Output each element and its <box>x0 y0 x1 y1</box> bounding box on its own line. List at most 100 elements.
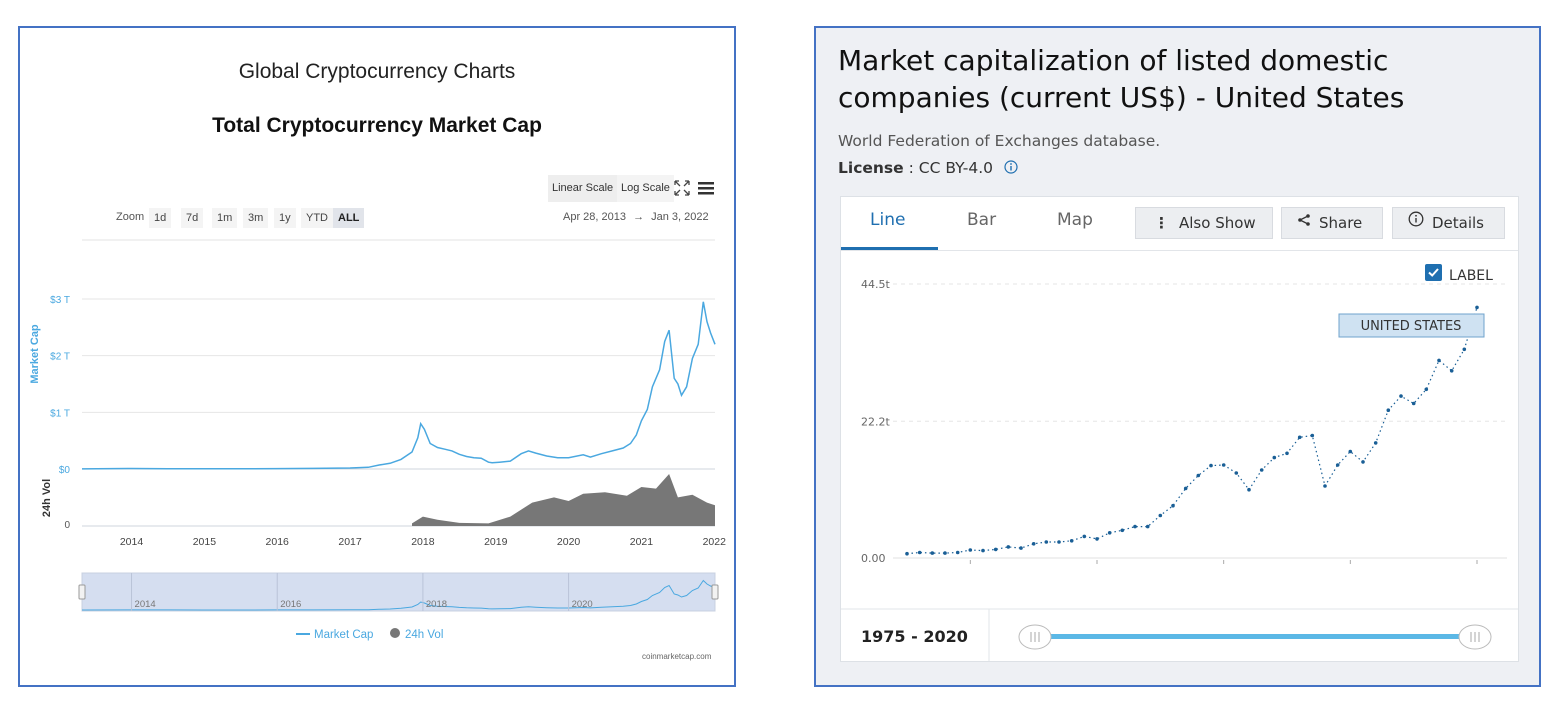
data-point <box>1069 539 1074 543</box>
fullscreen-icon[interactable] <box>672 178 692 198</box>
label-toggle-text: LABEL <box>1449 268 1493 284</box>
data-point <box>1158 513 1163 518</box>
y-tick-label: 0.00 <box>861 552 886 565</box>
market-cap-series <box>81 301 716 470</box>
menu-icon[interactable] <box>696 178 716 198</box>
data-point <box>1057 540 1061 544</box>
details-button[interactable]: Details <box>1392 207 1505 239</box>
data-point <box>1133 524 1137 529</box>
data-point <box>1373 441 1378 445</box>
volume-tick-label: 0 <box>64 520 70 531</box>
worldbank-chart-panel: Market capitalization of listed domestic… <box>814 26 1541 687</box>
y-tick-label: 22.2t <box>861 415 890 428</box>
navigator-right-handle[interactable] <box>711 584 719 600</box>
zoom-1m-button[interactable]: 1m <box>212 208 238 228</box>
log-scale-button[interactable]: Log Scale <box>617 175 674 202</box>
data-point <box>1006 545 1011 549</box>
data-point <box>1044 540 1049 544</box>
chart-title: Global Cryptocurrency Charts <box>238 60 516 83</box>
legend-volume[interactable]: 24h Vol <box>405 629 443 641</box>
y-tick-label: $1 T <box>50 408 70 419</box>
share-icon <box>1297 207 1311 237</box>
license-value[interactable]: : CC BY-4.0 <box>908 159 993 177</box>
data-point <box>1082 534 1087 539</box>
legend-market-cap[interactable]: Market Cap <box>314 629 373 641</box>
data-point <box>1196 473 1201 478</box>
crypto-chart-panel: Global Cryptocurrency Charts Total Crypt… <box>18 26 736 687</box>
zoom-1d-button[interactable]: 1d <box>149 208 172 228</box>
x-tick-label: 2019 <box>484 536 508 548</box>
navigator-tick-label: 2016 <box>280 599 301 610</box>
volume-series <box>412 474 715 526</box>
share-button[interactable]: Share <box>1281 207 1383 239</box>
y-tick-label: $3 T <box>50 295 70 306</box>
x-tick-label: 2017 <box>338 536 362 548</box>
zoom-3m-button[interactable]: 3m <box>243 208 269 228</box>
data-point <box>1335 463 1340 467</box>
range-slider-right-handle[interactable] <box>1458 624 1492 650</box>
zoom-1y-button[interactable]: 1y <box>274 208 296 228</box>
volume-axis-label: 24h Vol <box>41 479 53 517</box>
data-point <box>1475 305 1479 310</box>
data-point <box>1411 401 1416 406</box>
zoom-all-button[interactable]: ALL <box>333 208 365 228</box>
tab-bar[interactable]: Bar <box>967 210 997 230</box>
navigator-tick-label: 2020 <box>572 599 593 610</box>
data-point <box>1310 433 1315 438</box>
data-point <box>1449 369 1454 373</box>
license-label: License <box>838 159 904 177</box>
range-slider-left-handle[interactable] <box>1018 624 1052 650</box>
zoom-ytd-button[interactable]: YTD <box>301 208 333 228</box>
data-point <box>1183 486 1188 491</box>
info-icon[interactable] <box>1004 159 1018 178</box>
y-tick-label: $0 <box>59 465 71 476</box>
data-point <box>1285 451 1289 456</box>
data-point <box>1437 358 1441 363</box>
us-series-line <box>906 307 1478 555</box>
data-point <box>1209 463 1213 468</box>
data-point <box>968 548 973 552</box>
data-point <box>930 551 935 555</box>
tab-map[interactable]: Map <box>1057 210 1093 230</box>
zoom-7d-button[interactable]: 7d <box>181 208 204 228</box>
label-toggle[interactable]: LABEL <box>1425 264 1493 285</box>
linear-scale-button[interactable]: Linear Scale <box>548 175 618 202</box>
also-show-button[interactable]: ⋮ Also Show <box>1135 207 1273 239</box>
data-point <box>1031 542 1036 546</box>
active-tab-indicator <box>841 247 938 250</box>
range-text: 1975 - 2020 <box>861 627 968 646</box>
x-tick-label: 2020 <box>557 536 581 548</box>
x-tick-label: 2015 <box>193 536 217 548</box>
x-tick-label: 2014 <box>120 536 144 548</box>
data-point <box>1323 484 1327 488</box>
date-to[interactable]: Jan 3, 2022 <box>651 211 709 223</box>
crypto-chart-plot: $0 $1 T $2 T $3 T 2014 2015 2016 2017 2018 2019 2… <box>29 239 726 641</box>
navigator-tick-label: 2014 <box>135 599 156 610</box>
navigator-left-handle[interactable] <box>78 584 86 600</box>
license-row: License : CC BY-4.0 <box>838 159 1018 178</box>
navigator[interactable] <box>81 572 716 612</box>
share-label: Share <box>1319 214 1363 232</box>
data-point <box>905 551 909 556</box>
data-point <box>1221 463 1226 467</box>
data-point <box>943 551 947 555</box>
data-point <box>955 550 960 555</box>
range-slider-track[interactable] <box>1034 634 1472 639</box>
data-point <box>1247 487 1251 492</box>
navigator-series <box>81 579 716 611</box>
details-info-icon <box>1408 207 1424 237</box>
tab-line[interactable]: Line <box>870 210 906 230</box>
data-point <box>1107 531 1112 535</box>
data-point <box>1234 471 1239 475</box>
data-point <box>1145 524 1150 529</box>
date-from[interactable]: Apr 28, 2013 <box>563 211 626 223</box>
data-point <box>917 550 922 555</box>
chart-card: Line Bar Map ⋮ Also Show Share Details LA… <box>840 196 1519 662</box>
data-point <box>1348 449 1353 454</box>
x-tick-label: 2021 <box>630 536 654 548</box>
data-point <box>1424 387 1429 392</box>
date-arrow: → <box>633 211 645 223</box>
legend-volume-swatch <box>390 628 400 638</box>
checkbox-icon[interactable] <box>1425 264 1442 285</box>
credit-text[interactable]: coinmarketcap.com <box>642 652 712 661</box>
